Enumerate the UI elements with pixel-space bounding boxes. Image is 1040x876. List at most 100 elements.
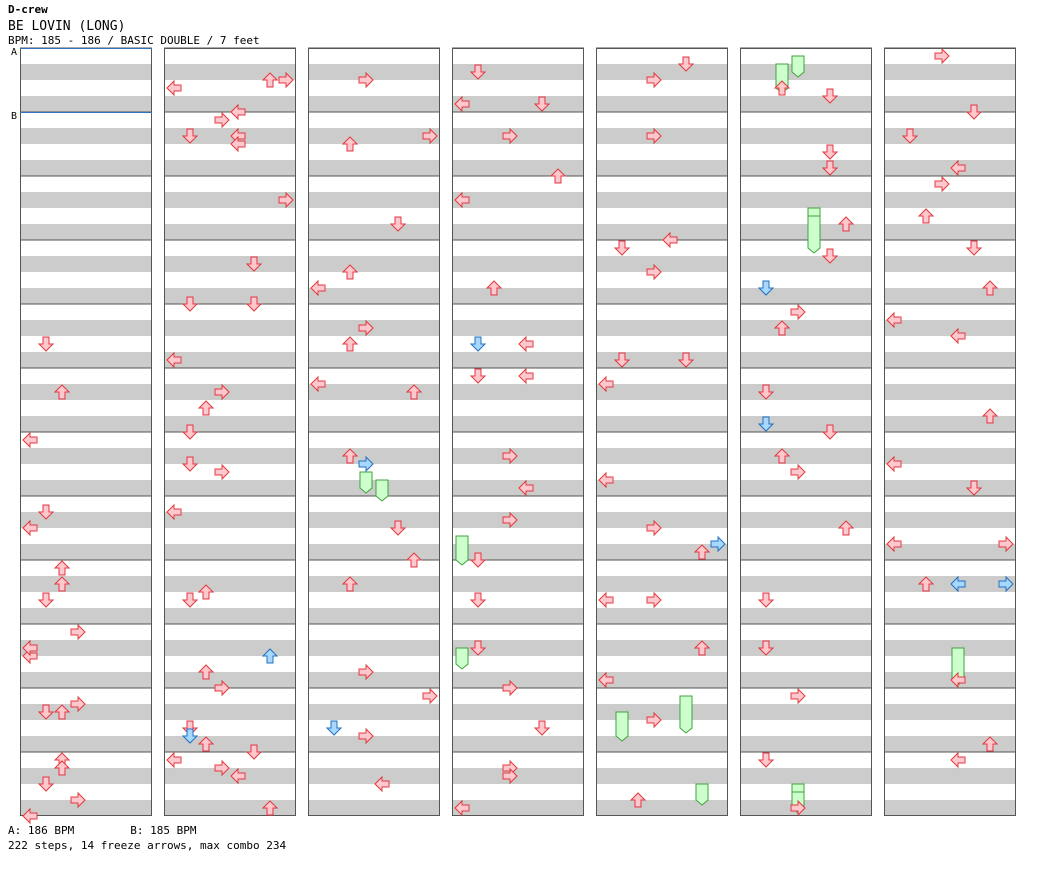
column-border: [884, 48, 1016, 816]
column-border: [308, 48, 440, 816]
freeze-arrow: [791, 55, 805, 78]
beat-band: [884, 512, 1016, 528]
step-arrow: [790, 799, 806, 817]
song-title: BE LOVIN (LONG): [8, 19, 126, 34]
step-arrow: [950, 159, 966, 177]
beat-band: [308, 288, 440, 304]
step-arrow: [646, 71, 662, 89]
bpm-b-label: B: 185 BPM: [130, 824, 197, 837]
step-arrow: [214, 383, 230, 401]
step-arrow: [598, 671, 614, 689]
beat-band: [452, 192, 584, 208]
beat-band: [740, 256, 872, 272]
shock-arrow: [710, 535, 726, 553]
beat-band: [596, 288, 728, 304]
step-arrow: [533, 96, 551, 112]
beat-band: [452, 768, 584, 784]
step-arrow: [518, 335, 534, 353]
beat-band: [20, 512, 152, 528]
beat-band: [740, 288, 872, 304]
step-arrow: [790, 463, 806, 481]
beat-band: [596, 704, 728, 720]
step-arrow: [22, 519, 38, 537]
step-arrow: [341, 336, 359, 352]
beat-band: [740, 672, 872, 688]
step-arrow: [965, 104, 983, 120]
step-arrow: [950, 671, 966, 689]
step-arrow: [261, 72, 279, 88]
freeze-arrow: [375, 479, 389, 502]
beat-band: [452, 96, 584, 112]
step-arrow: [37, 504, 55, 520]
beat-band: [740, 96, 872, 112]
step-arrow: [166, 503, 182, 521]
beat-band: [596, 544, 728, 560]
beat-band: [20, 256, 152, 272]
beat-band: [596, 640, 728, 656]
beat-band: [596, 192, 728, 208]
beat-band: [596, 96, 728, 112]
beat-band: [740, 416, 872, 432]
step-arrow: [422, 687, 438, 705]
beat-band: [308, 800, 440, 816]
freeze-arrow: [679, 695, 693, 734]
step-arrow: [358, 319, 374, 337]
beat-band: [164, 224, 296, 240]
beat-band: [596, 160, 728, 176]
beat-band: [20, 192, 152, 208]
step-arrow: [310, 279, 326, 297]
beat-band: [452, 640, 584, 656]
step-arrow: [70, 791, 86, 809]
step-arrow: [821, 248, 839, 264]
beat-band: [20, 64, 152, 80]
step-arrow: [214, 111, 230, 129]
beat-band: [452, 320, 584, 336]
step-arrow: [917, 576, 935, 592]
step-arrow: [389, 216, 407, 232]
beat-band: [452, 800, 584, 816]
beat-band: [308, 192, 440, 208]
beat-band: [740, 640, 872, 656]
beat-band: [164, 768, 296, 784]
beat-band: [596, 576, 728, 592]
step-arrow: [405, 552, 423, 568]
step-arrow: [934, 175, 950, 193]
beat-band: [884, 800, 1016, 816]
step-arrow: [197, 400, 215, 416]
bpm-difficulty-line: BPM: 185 - 186 / BASIC DOUBLE / 7 feet: [8, 34, 260, 47]
step-arrow: [454, 799, 470, 817]
step-arrow: [598, 375, 614, 393]
beat-band: [308, 416, 440, 432]
step-arrow: [790, 303, 806, 321]
beat-band: [308, 768, 440, 784]
beat-band: [308, 512, 440, 528]
freeze-arrow: [615, 711, 629, 742]
step-arrow: [454, 191, 470, 209]
beat-band: [884, 192, 1016, 208]
step-arrow: [886, 311, 902, 329]
step-arrow: [245, 256, 263, 272]
beat-band: [884, 320, 1016, 336]
shock-arrow: [950, 575, 966, 593]
beat-band: [596, 256, 728, 272]
step-arrow: [53, 760, 71, 776]
beat-band: [596, 320, 728, 336]
step-arrow: [166, 751, 182, 769]
beat-band: [884, 640, 1016, 656]
column-border: [596, 48, 728, 816]
beat-band: [452, 512, 584, 528]
step-arrow: [358, 663, 374, 681]
beat-band: [740, 544, 872, 560]
step-arrow: [934, 47, 950, 65]
step-arrow: [646, 519, 662, 537]
beat-band: [164, 320, 296, 336]
beat-band: [164, 256, 296, 272]
beat-band: [20, 352, 152, 368]
shock-arrow: [181, 728, 199, 744]
step-arrow: [757, 640, 775, 656]
bpm-legend: A: 186 BPM B: 185 BPM: [8, 824, 196, 837]
step-arrow: [790, 687, 806, 705]
beat-band: [20, 448, 152, 464]
beat-band: [596, 736, 728, 752]
